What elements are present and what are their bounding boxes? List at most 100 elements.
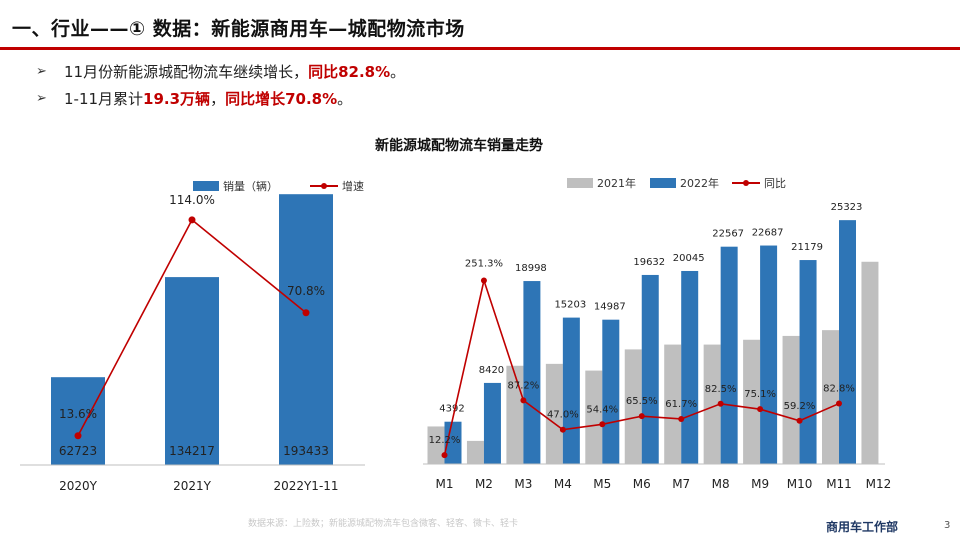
yoy-point (520, 397, 527, 404)
data-source-note: 数据来源：上险数；新能源城配物流车包含微客、轻客、微卡、轻卡 (248, 519, 519, 529)
yoy-point (757, 406, 764, 413)
bullet-tail: 。 (390, 63, 406, 81)
bar-2021 (782, 335, 800, 464)
bar-2021 (861, 261, 879, 464)
chart-main-title: 新能源城配物流车销量走势 (375, 138, 543, 154)
bar-2022 (681, 270, 699, 464)
growth-point (188, 216, 196, 224)
bar-2022 (444, 421, 462, 464)
bar-value-label: 193433 (283, 444, 329, 458)
bar-2022-value-label: 22567 (712, 229, 744, 240)
x-tick-label: M5 (593, 477, 611, 491)
yoy-value-label: 59.2% (784, 401, 816, 412)
bar-value-label: 62723 (59, 444, 97, 458)
bar-2021 (624, 349, 642, 464)
legend-swatch-bar (193, 181, 219, 191)
bar-2021 (545, 363, 563, 464)
legend-marker-line (321, 183, 327, 189)
bar-2021 (822, 330, 839, 464)
bar-2022 (799, 260, 817, 464)
bar-2022-value-label: 25323 (831, 202, 863, 213)
page-title: 一、行业——① 数据：新能源商用车—城配物流市场 (12, 18, 465, 40)
bullet-arrow-icon: ➢ (36, 64, 47, 79)
x-tick-label: M2 (475, 477, 493, 491)
bar-2021 (466, 440, 484, 464)
bar (279, 194, 333, 466)
growth-value-label: 114.0% (169, 193, 215, 207)
bar-2022-value-label: 4392 (439, 404, 464, 415)
monthly-sales-chart: 2021年 2022年 同比 4392 M1 8420 M2 18998 M3 15203 M4 14… (423, 176, 892, 491)
page-number: 3 (944, 520, 951, 531)
x-tick-label: M4 (554, 477, 572, 491)
x-tick-label: M12 (866, 477, 892, 491)
yoy-point (836, 400, 842, 407)
bullet-highlight: 同比82.8% (308, 63, 391, 81)
bullet-highlight-2: 同比增长70.8% (225, 90, 338, 108)
yoy-value-label: 47.0% (547, 410, 579, 421)
legend-label-2022: 2022年 (680, 176, 719, 190)
bar-2022 (720, 246, 738, 464)
bullet-list: ➢ 11月份新能源城配物流车继续增长， 同比82.8% 。 ➢ 1-11月累计 … (36, 58, 405, 112)
legend-swatch-2022 (650, 178, 676, 188)
legend-label-line: 增速 (342, 179, 364, 193)
bar-2022-value-label: 14987 (594, 302, 626, 313)
yoy-point (717, 400, 724, 407)
yoy-point (678, 415, 685, 422)
legend-swatch-2021 (567, 178, 593, 188)
x-tick-label: M7 (672, 477, 690, 491)
yoy-point (559, 426, 566, 433)
yoy-value-label: 54.4% (586, 404, 618, 415)
yoy-point (441, 452, 448, 459)
yoy-point (796, 417, 803, 424)
department-label: 商用车工作部 (826, 520, 899, 534)
yoy-value-label: 12.2% (429, 435, 461, 446)
yoy-value-label: 75.1% (744, 389, 776, 400)
x-tick-label: M1 (436, 477, 454, 491)
yoy-value-label: 82.5% (705, 384, 737, 395)
bullet-text: 1-11月累计 (64, 90, 144, 108)
bullet-arrow-icon: ➢ (36, 91, 47, 106)
legend-label-bar: 销量（辆） (223, 179, 278, 193)
yoy-value-label: 251.3% (465, 259, 503, 270)
bar-2022-value-label: 15203 (554, 300, 586, 311)
bullet-highlight: 19.3万辆 (143, 90, 211, 108)
bullet-text: 11月份新能源城配物流车继续增长， (64, 63, 309, 81)
legend-marker-yoy (743, 180, 749, 186)
title-bar: 一、行业——① 数据：新能源商用车—城配物流市场 (0, 0, 960, 52)
growth-point (302, 309, 310, 317)
growth-value-label: 13.6% (59, 407, 97, 421)
bar-2022-value-label: 18998 (515, 263, 547, 274)
bar-2022 (523, 281, 541, 464)
bar-value-label: 134217 (169, 444, 215, 458)
bar-2022 (839, 220, 856, 464)
x-tick-label: 2020Y (59, 479, 98, 493)
yoy-point (480, 277, 487, 284)
bar-2022 (483, 382, 501, 464)
bar-2022 (602, 319, 620, 464)
bar-2022-value-label: 20045 (673, 253, 705, 264)
bar-2021 (585, 370, 603, 464)
x-tick-label: M10 (787, 477, 813, 491)
x-tick-label: M8 (712, 477, 730, 491)
bar-2022-value-label: 22687 (752, 228, 784, 239)
bar-2021 (506, 365, 524, 464)
x-tick-label: M11 (826, 477, 852, 491)
x-tick-label: M3 (514, 477, 532, 491)
yoy-value-label: 82.8% (823, 384, 855, 395)
x-tick-label: 2021Y (173, 479, 212, 493)
yoy-value-label: 61.7% (665, 399, 697, 410)
bar-2021 (703, 344, 721, 464)
growth-value-label: 70.8% (287, 284, 325, 298)
bullet-item-2: ➢ 1-11月累计 19.3万辆 ， 同比增长70.8% 。 (36, 85, 405, 112)
bar (51, 377, 105, 465)
bar-2022 (641, 274, 659, 464)
yoy-value-label: 65.5% (626, 396, 658, 407)
bullet-tail: 。 (337, 90, 353, 108)
legend-label-2021: 2021年 (597, 176, 636, 190)
x-tick-label: M6 (633, 477, 651, 491)
x-tick-label: 2022Y1-11 (273, 479, 338, 493)
bar-2021 (664, 344, 682, 464)
bullet-item-1: ➢ 11月份新能源城配物流车继续增长， 同比82.8% 。 (36, 58, 405, 85)
bar-2021 (427, 426, 445, 464)
yoy-point (599, 421, 606, 428)
